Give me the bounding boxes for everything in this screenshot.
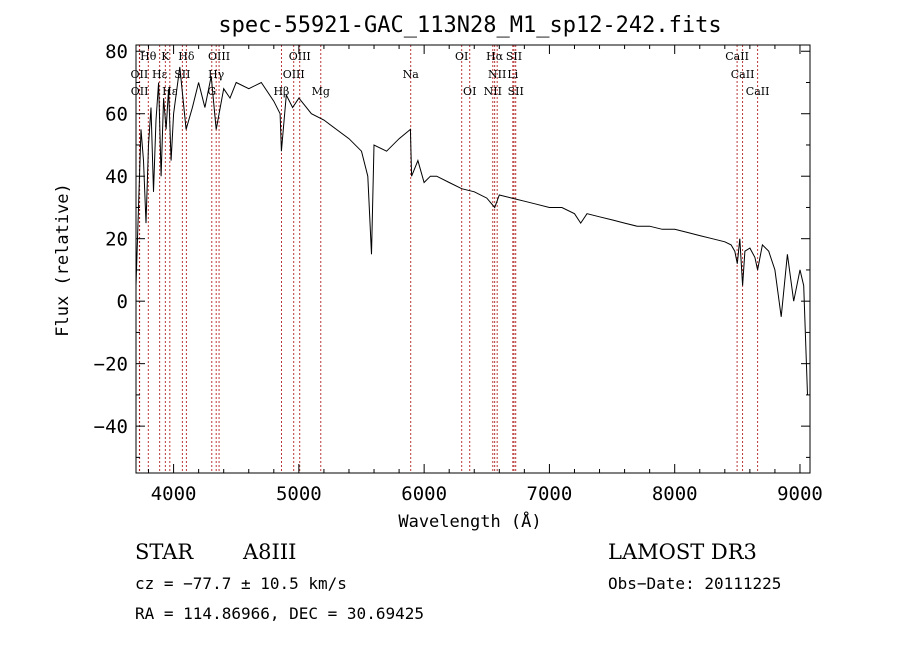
y-tick-label: 40 (105, 166, 128, 188)
y-tick-label: −40 (94, 416, 128, 438)
x-tick-label: 5000 (276, 483, 322, 505)
spectral-line-label: Na (403, 68, 420, 81)
y-axis-ticks: −40 −20 0 20 40 60 80 (94, 41, 810, 458)
y-tick-label: −20 (94, 354, 128, 376)
y-tick-label: 0 (117, 291, 128, 313)
spectral-line-label: Li (507, 68, 518, 81)
y-axis-label: Flux (relative) (53, 183, 73, 337)
spectral-line-label: Hε (162, 85, 178, 98)
x-tick-label: 4000 (151, 483, 197, 505)
spectral-line-label: CaII (746, 85, 770, 98)
object-class: STAR (135, 540, 194, 564)
y-tick-label: 60 (105, 104, 128, 126)
x-tick-label: 9000 (777, 483, 823, 505)
ra-dec-coordinates: RA = 114.86966, DEC = 30.69425 (135, 604, 424, 623)
y-tick-label: 20 (105, 229, 128, 251)
spectral-line-label: Hγ (208, 68, 225, 81)
spectral-line-label: G (207, 85, 216, 98)
spectral-line-label: CaII (731, 68, 755, 81)
spectral-line-label: OII (131, 85, 149, 98)
spectral-line-label: OII (131, 68, 149, 81)
spectral-line-markers (138, 45, 759, 473)
spectral-line-label: CaII (725, 50, 749, 63)
survey-name: LAMOST DR3 (608, 540, 757, 564)
x-tick-label: 6000 (401, 483, 447, 505)
x-tick-label: 8000 (652, 483, 698, 505)
spectral-line-label: Hε (152, 68, 168, 81)
observation-date: Obs−Date: 20111225 (608, 574, 781, 593)
object-subclass: A8III (242, 540, 296, 564)
spectral-line-label: K (161, 50, 170, 63)
spectral-line-label: SII (174, 68, 190, 81)
redshift-cz: cz = −77.7 ± 10.5 km/s (135, 574, 347, 593)
spectral-line-label: OI (455, 50, 468, 63)
y-tick-label: 80 (105, 41, 128, 63)
spectral-line-label: Hβ (273, 85, 289, 98)
spectral-line-label: NII (488, 68, 506, 81)
spectral-line-label: Hα (486, 50, 504, 63)
plot-frame (135, 44, 811, 474)
spectrum-series-line (135, 66, 808, 395)
chart-title: spec-55921-GAC_113N28_M1_sp12-242.fits (218, 13, 721, 38)
spectral-line-label: OI (463, 85, 476, 98)
spectral-line-label: Mg (312, 85, 330, 98)
spectral-line-label: NII (484, 85, 502, 98)
spectral-line-label: Hθ (140, 50, 157, 63)
spectral-line-label: OIII (283, 68, 305, 81)
spectral-line-label: OIII (208, 50, 230, 63)
spectral-line-label: OIII (289, 50, 311, 63)
spectral-line-label: SII (506, 50, 522, 63)
x-tick-label: 7000 (527, 483, 573, 505)
spectral-line-label: Hδ (178, 50, 195, 63)
spectral-line-label: SII (508, 85, 524, 98)
x-axis-label: Wavelength (Å) (398, 510, 541, 532)
x-axis-ticks: 4000 5000 6000 7000 8000 9000 (148, 45, 823, 505)
